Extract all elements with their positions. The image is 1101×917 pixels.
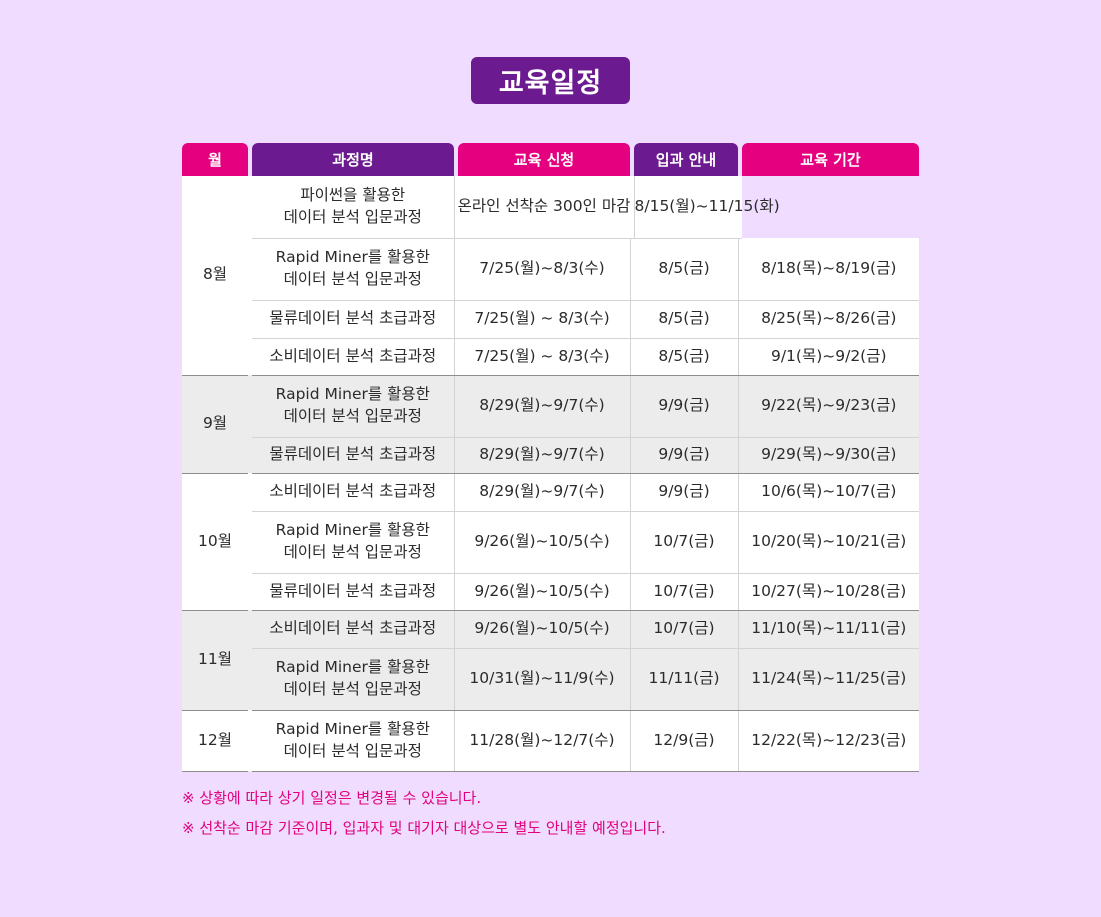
note-line: ※ 상황에 따라 상기 일정은 변경될 수 있습니다. <box>182 789 482 807</box>
apply-cell: 11/28(월)~12/7(수) <box>453 710 630 772</box>
course-cell: 소비데이터 분석 초급과정 <box>252 473 454 512</box>
column-gap <box>248 375 252 437</box>
course-cell: 소비데이터 분석 초급과정 <box>252 610 454 649</box>
month-cell: 11월 <box>182 610 248 711</box>
period-cell: 8/15(월)~11/15(화) <box>633 176 780 239</box>
guide-cell: 8/5(금) <box>629 238 738 301</box>
apply-cell: 10/31(월)~11/9(수) <box>453 648 630 711</box>
period-cell: 10/6(목)~10/7(금) <box>737 473 919 512</box>
apply-cell: 7/25(월) ~ 8/3(수) <box>453 300 630 339</box>
course-cell: Rapid Miner를 활용한 데이터 분석 입문과정 <box>252 375 454 438</box>
month-cell: 9월 <box>182 375 248 474</box>
table-row: 11월 소비데이터 분석 초급과정 9/26(월)~10/5(수) 10/7(금) 11… <box>182 610 919 711</box>
table-row: Rapid Miner를 활용한 데이터 분석 입문과정 9/26(월)~10/5… <box>182 511 919 574</box>
page-title: 교육일정 <box>471 57 630 104</box>
table-row: 12월 Rapid Miner를 활용한 데이터 분석 입문과정 11/28(월)~… <box>182 710 919 772</box>
table-row: 물류데이터 분석 초급과정 7/25(월) ~ 8/3(수) 8/5(금) 8/25(… <box>182 300 919 339</box>
period-cell: 11/10(목)~11/11(금) <box>737 610 919 649</box>
apply-cell: 9/26(월)~10/5(수) <box>453 573 630 611</box>
period-cell: 8/25(목)~8/26(금) <box>737 300 919 339</box>
column-gap <box>248 573 252 610</box>
table-header-row: 월 과정명 교육 신청 입과 안내 교육 기간 <box>182 143 919 176</box>
column-gap <box>248 300 252 338</box>
period-cell: 9/22(목)~9/23(금) <box>737 375 919 438</box>
course-cell: Rapid Miner를 활용한 데이터 분석 입문과정 <box>252 511 454 574</box>
column-gap <box>248 648 252 710</box>
apply-cell: 8/29(월)~9/7(수) <box>453 437 630 474</box>
period-cell: 10/20(목)~10/21(금) <box>737 511 919 574</box>
apply-cell: 8/29(월)~9/7(수) <box>453 375 630 438</box>
notes: ※ 상황에 따라 상기 일정은 변경될 수 있습니다. ※ 선착순 마감 기준이… <box>182 783 666 843</box>
note-line: ※ 선착순 마감 기준이며, 입과자 및 대기자 대상으로 별도 안내할 예정입… <box>182 819 666 837</box>
period-cell: 8/18(목)~8/19(금) <box>737 238 919 301</box>
guide-cell: 10/7(금) <box>629 511 738 574</box>
guide-cell: 10/7(금) <box>629 610 738 649</box>
table-row: 소비데이터 분석 초급과정 7/25(월) ~ 8/3(수) 8/5(금) 9/1(목… <box>182 338 919 376</box>
course-cell: Rapid Miner를 활용한 데이터 분석 입문과정 <box>252 238 454 301</box>
table-row: Rapid Miner를 활용한 데이터 분석 입문과정 7/25(월)~8/3(… <box>182 238 919 301</box>
apply-cell: 9/26(월)~10/5(수) <box>453 610 630 649</box>
guide-cell: 9/9(금) <box>629 473 738 512</box>
guide-cell: 9/9(금) <box>629 375 738 438</box>
table-row: 물류데이터 분석 초급과정 8/29(월)~9/7(수) 9/9(금) 9/29(목)… <box>182 437 919 474</box>
course-cell: 물류데이터 분석 초급과정 <box>252 573 454 611</box>
course-cell: 파이썬을 활용한 데이터 분석 입문과정 <box>252 176 454 239</box>
guide-cell: 8/5(금) <box>629 300 738 339</box>
guide-cell: 8/5(금) <box>629 338 738 376</box>
column-gap <box>248 238 252 300</box>
column-gap <box>248 338 252 375</box>
guide-cell: 9/9(금) <box>629 437 738 474</box>
course-cell: 물류데이터 분석 초급과정 <box>252 437 454 474</box>
column-gap <box>248 473 252 511</box>
table-row: 8월 파이썬을 활용한 데이터 분석 입문과정 온라인 선착순 300인 마감 8/1… <box>182 176 919 376</box>
header-period: 교육 기간 <box>742 143 919 176</box>
header-month: 월 <box>182 143 248 176</box>
course-cell: 물류데이터 분석 초급과정 <box>252 300 454 339</box>
period-cell: 10/27(목)~10/28(금) <box>737 573 919 611</box>
schedule-table: 월 과정명 교육 신청 입과 안내 교육 기간 8월 파이썬을 활용한 데이터 분… <box>182 143 919 772</box>
apply-cell: 8/29(월)~9/7(수) <box>453 473 630 512</box>
course-cell: Rapid Miner를 활용한 데이터 분석 입문과정 <box>252 710 454 772</box>
month-cell: 12월 <box>182 710 248 772</box>
column-gap <box>248 610 252 648</box>
header-guide: 입과 안내 <box>634 143 738 176</box>
column-gap <box>248 511 252 573</box>
table-row: 9월 Rapid Miner를 활용한 데이터 분석 입문과정 8/29(월)~9/… <box>182 375 919 474</box>
course-cell: Rapid Miner를 활용한 데이터 분석 입문과정 <box>252 648 454 711</box>
column-gap <box>248 437 252 473</box>
table-row: Rapid Miner를 활용한 데이터 분석 입문과정 10/31(월)~11/… <box>182 648 919 711</box>
period-cell: 11/24(목)~11/25(금) <box>737 648 919 711</box>
month-cell: 10월 <box>182 473 248 611</box>
apply-cell: 7/25(월)~8/3(수) <box>453 238 630 301</box>
course-cell: 소비데이터 분석 초급과정 <box>252 338 454 376</box>
column-gap <box>248 176 252 238</box>
apply-cell: 9/26(월)~10/5(수) <box>453 511 630 574</box>
period-cell: 9/29(목)~9/30(금) <box>737 437 919 474</box>
apply-cell: 7/25(월) ~ 8/3(수) <box>453 338 630 376</box>
guide-cell: 10/7(금) <box>629 573 738 611</box>
table-row: 물류데이터 분석 초급과정 9/26(월)~10/5(수) 10/7(금) 10/27… <box>182 573 919 611</box>
period-cell: 12/22(목)~12/23(금) <box>737 710 919 772</box>
table-row: 10월 소비데이터 분석 초급과정 8/29(월)~9/7(수) 9/9(금) 10/6… <box>182 473 919 611</box>
month-cell: 8월 <box>182 176 248 376</box>
apply-merged-cell: 온라인 선착순 300인 마감 <box>453 176 634 239</box>
header-apply: 교육 신청 <box>458 143 630 176</box>
column-gap <box>248 710 252 771</box>
guide-cell: 12/9(금) <box>629 710 738 772</box>
guide-cell: 11/11(금) <box>629 648 738 711</box>
period-cell: 9/1(목)~9/2(금) <box>737 338 919 376</box>
header-course: 과정명 <box>252 143 454 176</box>
